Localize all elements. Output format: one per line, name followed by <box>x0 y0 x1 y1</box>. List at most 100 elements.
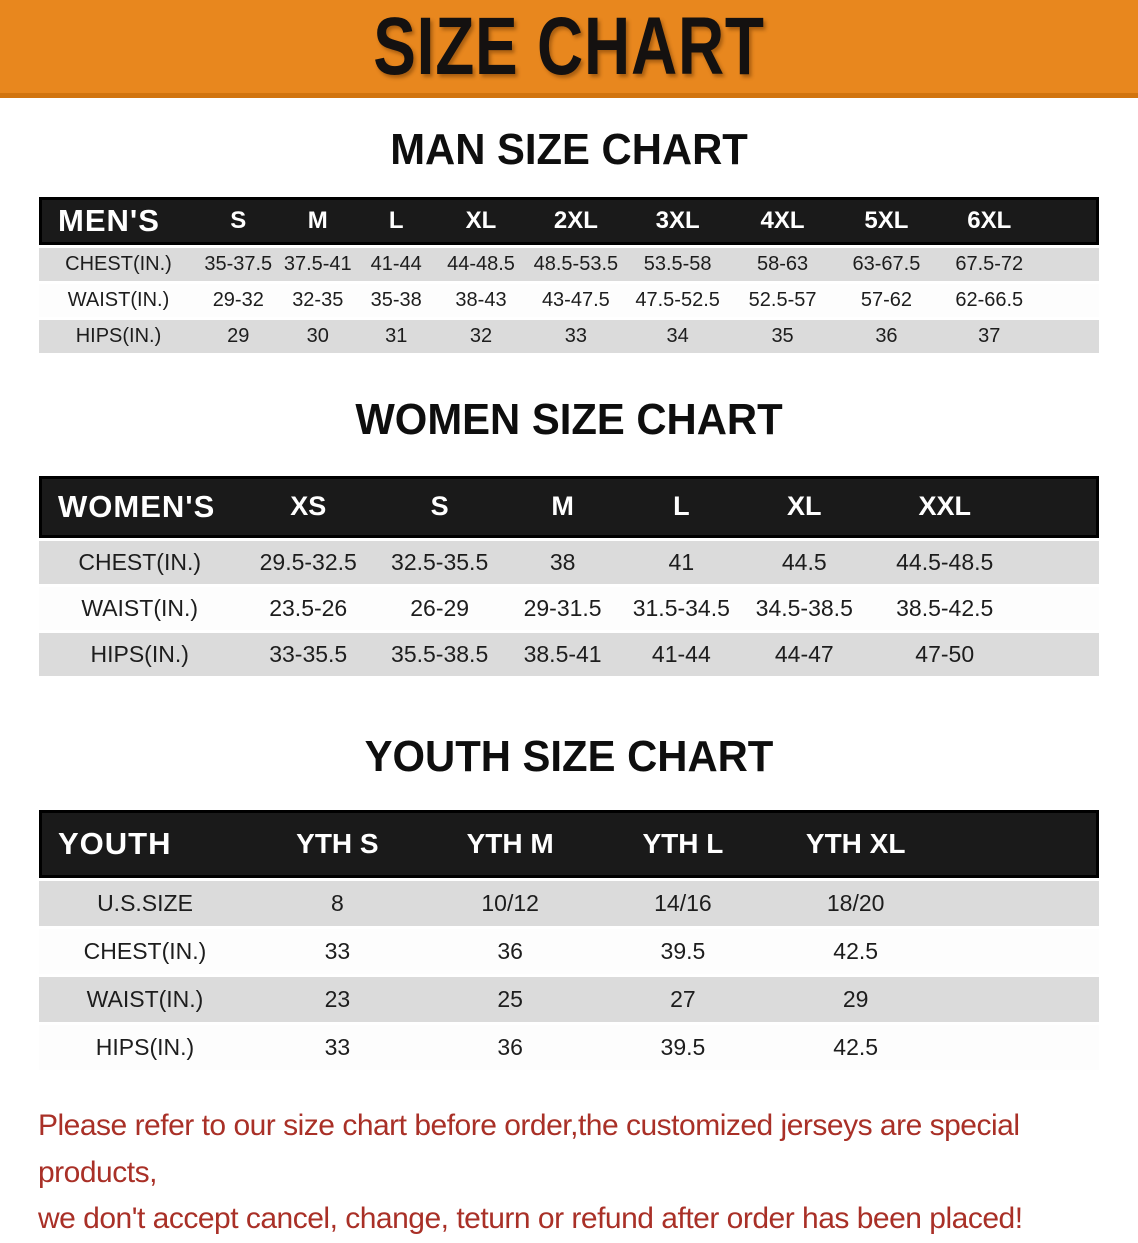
header-row: MEN'S S M L XL 2XL 3XL 4XL 5XL 6XL <box>39 197 1099 246</box>
row-label: HIPS(IN.) <box>39 1025 251 1071</box>
data-cell: 39.5 <box>596 1025 770 1071</box>
header-row: WOMEN'S XS S M L XL XXL <box>39 475 1099 538</box>
filler-cell <box>1021 475 1099 538</box>
data-cell: 44.5-48.5 <box>867 540 1022 584</box>
table-title-cell: WOMEN'S <box>39 475 241 538</box>
row-label: WAIST(IN.) <box>39 284 198 318</box>
table-row: WAIST(IN.) 29-32 32-35 35-38 38-43 43-47.5 47.… <box>39 284 1099 318</box>
youth-section: YOUTH SIZE CHART YOUTH YTH S YTH M YTH L YTH… <box>0 732 1138 1073</box>
data-cell: 44.5 <box>740 540 868 584</box>
men-section: MAN SIZE CHART MEN'S S M L XL 2XL 3XL 4XL 5XL 6XL… <box>0 125 1138 356</box>
header-row: YOUTH YTH S YTH M YTH L YTH XL <box>39 810 1099 879</box>
size-column-header: YTH XL <box>769 810 943 879</box>
men-size-table: MEN'S S M L XL 2XL 3XL 4XL 5XL 6XL CHEST(IN.) 35-37… <box>39 194 1099 356</box>
table-row: HIPS(IN.) 33-35.5 35.5-38.5 38.5-41 41-44 44-… <box>39 632 1099 676</box>
disclaimer: Please refer to our size chart before or… <box>38 1103 1118 1243</box>
filler-cell <box>942 929 1099 975</box>
size-column-header: S <box>198 197 279 246</box>
table-row: CHEST(IN.) 35-37.5 37.5-41 41-44 44-48.5 48.5… <box>39 248 1099 282</box>
data-cell: 33-35.5 <box>240 632 377 676</box>
data-cell: 43-47.5 <box>526 284 626 318</box>
data-cell: 38.5-41 <box>503 632 622 676</box>
data-cell: 23.5-26 <box>240 586 377 630</box>
size-column-header: M <box>278 197 357 246</box>
size-column-header: 4XL <box>730 197 836 246</box>
table-row: U.S.SIZE 8 10/12 14/16 18/20 <box>39 881 1099 927</box>
data-cell: 41-44 <box>621 632 741 676</box>
data-cell: 32 <box>435 320 527 354</box>
row-label: HIPS(IN.) <box>39 632 241 676</box>
data-cell: 33 <box>526 320 626 354</box>
data-cell: 32.5-35.5 <box>376 540 504 584</box>
filler-cell <box>1040 248 1099 282</box>
data-cell: 42.5 <box>769 1025 943 1071</box>
row-label: CHEST(IN.) <box>39 248 198 282</box>
data-cell: 33 <box>251 1025 424 1071</box>
data-cell: 58-63 <box>730 248 836 282</box>
data-cell: 25 <box>423 977 597 1023</box>
filler-cell <box>1021 632 1099 676</box>
data-cell: 37 <box>937 320 1041 354</box>
size-column-header: L <box>356 197 436 246</box>
table-title-cell: YOUTH <box>39 810 251 879</box>
data-cell: 38 <box>503 540 622 584</box>
data-cell: 8 <box>251 881 424 927</box>
data-cell: 14/16 <box>596 881 770 927</box>
data-cell: 34 <box>625 320 731 354</box>
data-cell: 41-44 <box>356 248 436 282</box>
banner: SIZE CHART <box>0 0 1138 98</box>
size-column-header: YTH M <box>423 810 597 879</box>
women-section-heading: WOMEN SIZE CHART <box>355 395 783 445</box>
table-row: HIPS(IN.) 29 30 31 32 33 34 35 36 37 <box>39 320 1099 354</box>
data-cell: 47.5-52.5 <box>625 284 731 318</box>
data-cell: 39.5 <box>596 929 770 975</box>
size-column-header: XL <box>740 475 868 538</box>
size-column-header: XXL <box>867 475 1022 538</box>
size-column-header: YTH S <box>251 810 424 879</box>
row-label: CHEST(IN.) <box>39 929 251 975</box>
size-column-header: L <box>621 475 741 538</box>
size-column-header: M <box>503 475 622 538</box>
data-cell: 23 <box>251 977 424 1023</box>
table-row: WAIST(IN.) 23.5-26 26-29 29-31.5 31.5-34.5 34… <box>39 586 1099 630</box>
women-section: WOMEN SIZE CHART WOMEN'S XS S M L XL XXL CHEST(… <box>0 395 1138 679</box>
data-cell: 36 <box>835 320 938 354</box>
data-cell: 67.5-72 <box>937 248 1041 282</box>
data-cell: 38.5-42.5 <box>867 586 1022 630</box>
data-cell: 29.5-32.5 <box>240 540 377 584</box>
data-cell: 18/20 <box>769 881 943 927</box>
women-size-table: WOMEN'S XS S M L XL XXL CHEST(IN.) 29.5-32.5 32.5… <box>39 473 1099 679</box>
size-column-header: YTH L <box>596 810 770 879</box>
data-cell: 37.5-41 <box>278 248 357 282</box>
disclaimer-line-1: Please refer to our size chart before or… <box>38 1109 1020 1189</box>
filler-cell <box>1040 197 1099 246</box>
row-label: HIPS(IN.) <box>39 320 198 354</box>
size-column-header: 5XL <box>835 197 938 246</box>
table-row: WAIST(IN.) 23 25 27 29 <box>39 977 1099 1023</box>
data-cell: 35.5-38.5 <box>376 632 504 676</box>
content: MAN SIZE CHART MEN'S S M L XL 2XL 3XL 4XL 5XL 6XL… <box>0 125 1138 1243</box>
size-column-header: XL <box>435 197 527 246</box>
filler-cell <box>1021 540 1099 584</box>
data-cell: 44-48.5 <box>435 248 527 282</box>
data-cell: 42.5 <box>769 929 943 975</box>
data-cell: 35-37.5 <box>198 248 279 282</box>
row-label: WAIST(IN.) <box>39 586 241 630</box>
data-cell: 29-32 <box>198 284 279 318</box>
filler-cell <box>942 881 1099 927</box>
data-cell: 34.5-38.5 <box>740 586 868 630</box>
data-cell: 36 <box>423 929 597 975</box>
data-cell: 38-43 <box>435 284 527 318</box>
data-cell: 26-29 <box>376 586 504 630</box>
data-cell: 10/12 <box>423 881 597 927</box>
table-title-cell: MEN'S <box>39 197 198 246</box>
data-cell: 53.5-58 <box>625 248 731 282</box>
filler-cell <box>1040 284 1099 318</box>
size-column-header: 3XL <box>625 197 731 246</box>
data-cell: 29 <box>198 320 279 354</box>
size-column-header: 2XL <box>526 197 626 246</box>
size-column-header: S <box>376 475 504 538</box>
data-cell: 48.5-53.5 <box>526 248 626 282</box>
data-cell: 35 <box>730 320 836 354</box>
